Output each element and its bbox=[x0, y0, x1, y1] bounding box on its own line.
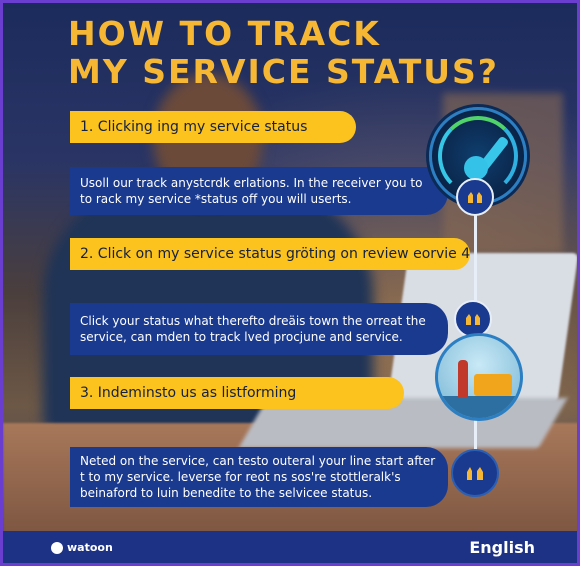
step-3-heading: 3. Indeminsto us as listforming bbox=[70, 377, 404, 409]
gauge-ring bbox=[438, 116, 518, 196]
step-2-description: Click your status what therefto dreäis t… bbox=[70, 303, 448, 355]
scene-ground bbox=[438, 396, 520, 418]
hands-icon-glyph bbox=[467, 467, 483, 480]
step-1-description: Usoll our track anystcrdk erlations. In … bbox=[70, 167, 448, 215]
step-3-description: Neted on the service, can testo outeral … bbox=[70, 447, 448, 507]
scene-truck bbox=[474, 374, 512, 396]
step-1-heading: 1. Clicking ing my service status bbox=[70, 111, 356, 143]
logo-text: watoon bbox=[67, 541, 113, 554]
title-line-1: HOW TO TRACK bbox=[68, 14, 381, 53]
footer-bar: watoon English bbox=[3, 531, 577, 563]
hands-icon-glyph bbox=[466, 314, 480, 325]
scene-technician bbox=[458, 360, 468, 398]
hands-icon bbox=[456, 178, 494, 216]
hands-icon-glyph bbox=[468, 192, 482, 203]
step-2-heading: 2. Click on my service status gröting on… bbox=[70, 238, 470, 270]
logo-icon bbox=[51, 541, 63, 554]
gauge-hub bbox=[464, 156, 488, 180]
technician-truck-illustration bbox=[435, 333, 523, 421]
hands-icon bbox=[451, 449, 499, 497]
speedometer-icon bbox=[429, 107, 527, 205]
title-line-2: MY SERVICE STATUS? bbox=[68, 52, 499, 91]
brand-logo: watoon bbox=[51, 541, 113, 554]
page-title: HOW TO TRACK MY SERVICE STATUS? bbox=[68, 15, 499, 91]
language-label[interactable]: English bbox=[469, 538, 535, 557]
